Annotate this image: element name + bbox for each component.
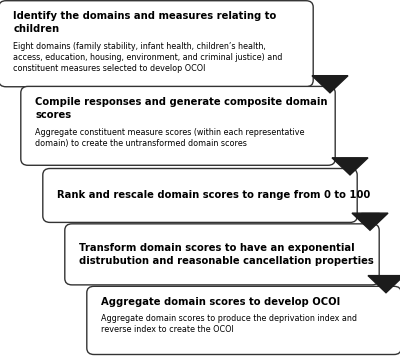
Polygon shape <box>312 76 348 93</box>
Text: Eight domains (family stability, infant health, children’s health,
access, educa: Eight domains (family stability, infant … <box>13 42 282 73</box>
FancyBboxPatch shape <box>87 286 400 355</box>
Polygon shape <box>368 276 400 293</box>
Polygon shape <box>352 213 388 230</box>
FancyBboxPatch shape <box>361 213 379 216</box>
Text: Aggregate constituent measure scores (within each representative
domain) to crea: Aggregate constituent measure scores (wi… <box>35 128 305 148</box>
FancyBboxPatch shape <box>21 86 335 165</box>
Text: Compile responses and generate composite domain
scores: Compile responses and generate composite… <box>35 97 328 120</box>
Text: Aggregate domain scores to develop OCOI: Aggregate domain scores to develop OCOI <box>101 297 340 307</box>
Text: Aggregate domain scores to produce the deprivation index and
reverse index to cr: Aggregate domain scores to produce the d… <box>101 314 357 334</box>
Text: Rank and rescale domain scores to range from 0 to 100: Rank and rescale domain scores to range … <box>57 190 370 201</box>
Text: Identify the domains and measures relating to
children: Identify the domains and measures relati… <box>13 11 276 34</box>
Polygon shape <box>332 158 368 175</box>
FancyBboxPatch shape <box>0 1 313 87</box>
FancyBboxPatch shape <box>65 224 379 285</box>
FancyBboxPatch shape <box>377 276 395 278</box>
FancyBboxPatch shape <box>321 76 339 80</box>
Text: Transform domain scores to have an exponential
distrubution and reasonable cance: Transform domain scores to have an expon… <box>79 243 374 266</box>
FancyBboxPatch shape <box>341 158 359 159</box>
FancyBboxPatch shape <box>43 169 357 222</box>
